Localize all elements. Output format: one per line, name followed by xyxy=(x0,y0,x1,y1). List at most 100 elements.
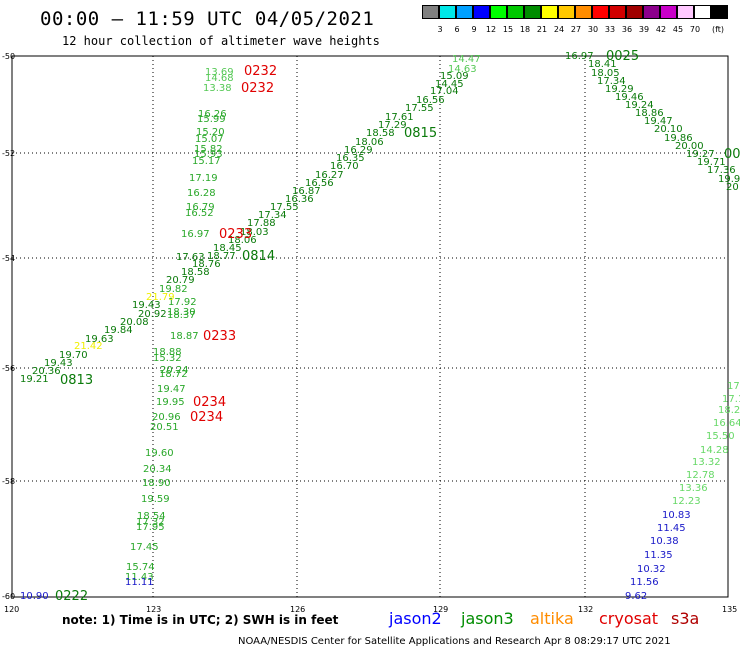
lat-tick-label: -60 xyxy=(2,592,16,601)
wave-height-value: 15.09 xyxy=(440,71,469,82)
colorbar-unit: (ft) xyxy=(711,25,725,34)
wave-height-value: 18.45 xyxy=(213,243,242,254)
colorbar-swatch xyxy=(422,5,439,19)
colorbar-tick-label: 39 xyxy=(638,25,650,34)
wave-height-value: 16.28 xyxy=(187,188,216,199)
wave-height-value: 18.87 xyxy=(170,331,199,342)
wave-height-value: 13.69 xyxy=(205,67,234,78)
colorbar-swatch xyxy=(507,5,524,19)
wave-height-value: 13.32 xyxy=(692,457,721,468)
wave-height-value: 14.45 xyxy=(435,79,464,90)
credit-line: NOAA/NESDIS Center for Satellite Applica… xyxy=(238,636,671,647)
wave-height-value: 11.43 xyxy=(125,572,154,583)
wave-height-value: 17.29 xyxy=(378,120,407,131)
wave-height-value: 17.32 xyxy=(136,517,165,528)
wave-height-value: 11.35 xyxy=(644,550,673,561)
wave-height-value: 18.76 xyxy=(192,259,221,270)
lon-tick-label: 132 xyxy=(578,605,594,614)
wave-height-value: 16.56 xyxy=(416,95,445,106)
wave-height-value: 20.00 xyxy=(675,141,704,152)
colorbar-tick-label: 70 xyxy=(689,25,701,34)
wave-height-value: 17.55 xyxy=(405,103,434,114)
wave-height-value: 17.61 xyxy=(385,112,414,123)
wave-height-value: 17 xyxy=(727,381,740,392)
colorbar-swatch xyxy=(643,5,660,19)
colorbar-swatch xyxy=(711,5,728,19)
wave-height-value: 10.38 xyxy=(650,536,679,547)
legend-entry-altika: altika xyxy=(530,609,574,628)
colorbar-tick-label: 27 xyxy=(570,25,582,34)
pass-time-label: 0815 xyxy=(404,126,438,141)
colorbar-tick-label: 30 xyxy=(587,25,599,34)
wave-height-value: 17.34 xyxy=(597,76,626,87)
wave-height-value: 19.47 xyxy=(157,384,186,395)
colorbar-swatch xyxy=(575,5,592,19)
wave-height-value: 10.83 xyxy=(662,510,691,521)
colorbar-swatch xyxy=(456,5,473,19)
wave-height-value: 15.93 xyxy=(194,149,223,160)
pass-time-label: 0232 xyxy=(244,64,278,79)
wave-height-value: 21.79 xyxy=(146,292,175,303)
wave-height-value: 18.05 xyxy=(591,68,620,79)
wave-height-value: 15.74 xyxy=(126,562,155,573)
colorbar-swatch xyxy=(490,5,507,19)
lat-tick-label: -52 xyxy=(2,149,16,158)
footnote: note: 1) Time is in UTC; 2) SWH is in fe… xyxy=(62,613,339,627)
legend-entry-cryosat: cryosat xyxy=(599,609,659,628)
colorbar-swatch xyxy=(439,5,456,19)
wave-height-value: 19.59 xyxy=(141,494,170,505)
lat-tick-label: -56 xyxy=(2,364,16,373)
wave-height-value: 16.29 xyxy=(344,145,373,156)
colorbar-swatch xyxy=(558,5,575,19)
map-title: 00:00 – 11:59 UTC 04/05/2021 xyxy=(40,8,375,30)
lon-tick-label: 123 xyxy=(146,605,162,614)
wave-height-value: 17.19 xyxy=(189,173,218,184)
wave-height-value: 10.90 xyxy=(20,591,49,602)
wave-height-value: 19.91 xyxy=(718,174,740,185)
wave-height-value: 17.95 xyxy=(136,522,165,533)
legend-entry-jason2: jason2 xyxy=(389,609,442,628)
wave-height-value: 16.70 xyxy=(330,161,359,172)
wave-height-value: 17.92 xyxy=(168,297,197,308)
wave-height-value: 18.77 xyxy=(207,251,236,262)
wave-height-value: 18.06 xyxy=(228,235,257,246)
pass-time-label: 0025 xyxy=(606,49,640,64)
wave-height-value: 18.37 xyxy=(167,310,196,321)
wave-height-value: 17.88 xyxy=(247,218,276,229)
wave-height-value: 20.10 xyxy=(654,124,683,135)
wave-height-value: 16.97 xyxy=(565,51,594,62)
wave-height-value: 16.64 xyxy=(713,418,740,429)
wave-height-value: 18.30 xyxy=(167,307,196,318)
wave-height-value: 18.41 xyxy=(588,59,617,70)
wave-height-value: 19.63 xyxy=(85,334,114,345)
colorbar-swatch xyxy=(592,5,609,19)
colorbar-swatch xyxy=(541,5,558,19)
colorbar-swatch xyxy=(524,5,541,19)
wave-height-value: 19.46 xyxy=(615,92,644,103)
map-frame xyxy=(11,55,729,598)
wave-height-value: 19.43 xyxy=(44,358,73,369)
wave-height-value: 16.26 xyxy=(198,109,227,120)
colorbar-swatch xyxy=(694,5,711,19)
wave-height-value: 20.92 xyxy=(138,309,167,320)
lat-tick-label: -54 xyxy=(2,254,16,263)
wave-height-value: 19.24 xyxy=(625,100,654,111)
pass-time-label: 00 xyxy=(724,147,740,162)
wave-height-value: 16.87 xyxy=(292,186,321,197)
pass-time-label: 0234 xyxy=(193,395,227,410)
wave-height-value: 14.68 xyxy=(205,73,234,84)
wave-height-value: 18.58 xyxy=(181,267,210,278)
wave-height-value: 12.78 xyxy=(686,470,715,481)
wave-height-value: 19.47 xyxy=(644,116,673,127)
pass-time-label: 0814 xyxy=(242,249,276,264)
wave-height-value: 20.34 xyxy=(143,464,172,475)
wave-height-value: 20.24 xyxy=(160,365,189,376)
wave-height-value: 15.32 xyxy=(153,353,182,364)
pass-time-label: 0234 xyxy=(190,410,224,425)
colorbar-swatch xyxy=(660,5,677,19)
colorbar-tick-label: 42 xyxy=(655,25,667,34)
wave-height-value: 20.79 xyxy=(166,275,195,286)
colorbar-tick-label: 36 xyxy=(621,25,633,34)
wave-height-value: 15.99 xyxy=(197,114,226,125)
wave-height-value: 14.47 xyxy=(452,54,481,65)
